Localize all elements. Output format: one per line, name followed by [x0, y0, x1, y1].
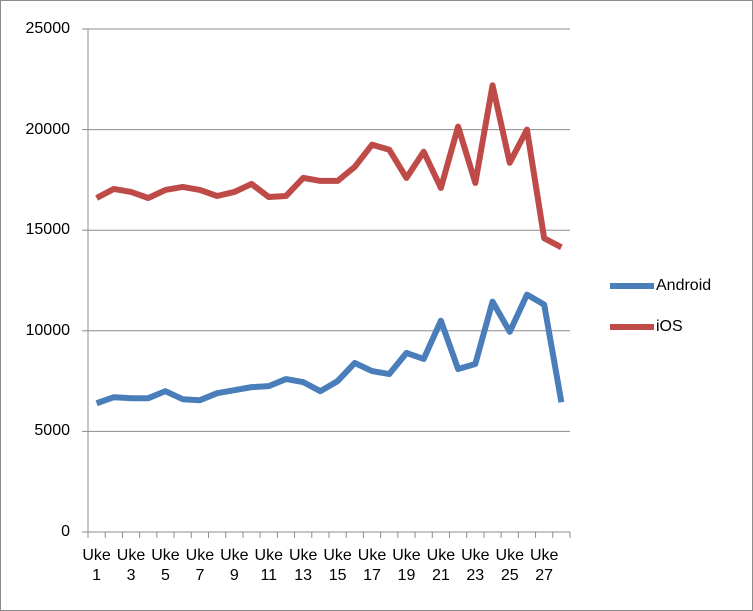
- x-tick-label: Uke 13: [288, 547, 318, 584]
- x-tick-label: Uke 17: [357, 547, 387, 584]
- y-tick-label: 0: [61, 523, 70, 540]
- y-tick-label: 20000: [25, 120, 71, 138]
- y-tick-label: 15000: [25, 221, 71, 239]
- series-line: [95, 291, 565, 407]
- x-tick-label: Uke 27: [529, 547, 559, 584]
- x-tick-label: Uke 15: [323, 547, 352, 584]
- x-tick-label: Uke 25: [495, 547, 524, 584]
- x-tick-label: Uke 1: [82, 547, 111, 584]
- x-tick-label: Uke 9: [220, 547, 249, 584]
- series-line: [95, 82, 563, 250]
- legend-label: Android: [656, 277, 712, 294]
- y-tick-label: 25000: [25, 20, 71, 37]
- y-tick-label: 10000: [25, 321, 71, 339]
- x-tick-label: Uke 7: [185, 547, 215, 584]
- x-tick-label: Uke 19: [392, 547, 421, 584]
- x-tick-label: Uke 21: [426, 547, 456, 584]
- x-tick-label: Uke 11: [254, 547, 283, 584]
- y-tick-label: 5000: [34, 422, 70, 440]
- x-tick-label: Uke 23: [461, 547, 490, 584]
- x-tick-label: Uke 5: [151, 547, 180, 584]
- x-tick-label: Uke 3: [116, 547, 146, 584]
- legend-label: iOS: [656, 318, 683, 335]
